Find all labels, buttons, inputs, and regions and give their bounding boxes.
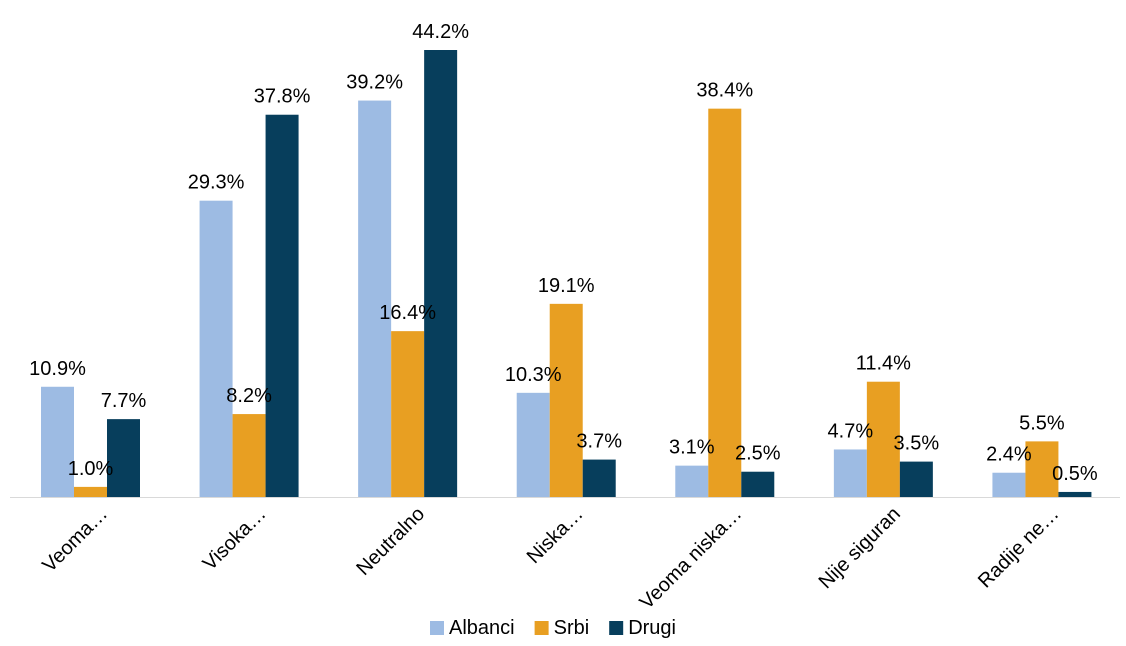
value-label-albanci-6: 2.4% xyxy=(986,444,1032,466)
value-label-srbi-2: 16.4% xyxy=(379,302,436,324)
bar-srbi-2 xyxy=(391,331,425,497)
value-label-drugi-6: 0.5% xyxy=(1052,463,1098,485)
value-label-albanci-3: 10.3% xyxy=(505,364,562,386)
bar-albanci-2 xyxy=(358,100,392,497)
bar-drugi-5 xyxy=(899,461,933,497)
category-label-0: Veoma… xyxy=(38,503,112,577)
value-label-drugi-3: 3.7% xyxy=(576,431,622,453)
category-label-5: Nije siguran xyxy=(815,503,905,593)
value-label-albanci-5: 4.7% xyxy=(828,420,874,442)
value-label-drugi-2: 44.2% xyxy=(412,21,469,43)
category-label-1: Visoka… xyxy=(199,503,271,575)
bar-srbi-1 xyxy=(232,414,266,497)
legend-label-srbi: Srbi xyxy=(554,617,590,639)
legend-swatch-drugi xyxy=(609,621,624,635)
legend: Albanci Srbi Drugi xyxy=(430,617,676,639)
legend-swatch-srbi xyxy=(534,621,549,635)
category-label-2: Neutralno xyxy=(352,503,429,580)
value-label-srbi-0: 1.0% xyxy=(68,458,114,480)
bar-srbi-4 xyxy=(708,108,742,498)
value-label-albanci-1: 29.3% xyxy=(188,172,245,194)
bar-drugi-0 xyxy=(107,419,140,497)
value-labels-layer: 10.9% 1.0% 7.7% 29.3% 8.2% 37.8% 39.2% 16.4% 44.… xyxy=(29,21,1098,485)
value-label-albanci-4: 3.1% xyxy=(669,437,715,459)
value-label-drugi-1: 37.8% xyxy=(254,86,311,108)
bar-srbi-3 xyxy=(549,303,583,497)
bar-albanci-1 xyxy=(199,200,233,497)
bar-drugi-2 xyxy=(424,50,458,497)
value-label-drugi-5: 3.5% xyxy=(894,433,940,455)
bar-srbi-0 xyxy=(74,486,107,497)
bar-albanci-4 xyxy=(675,465,709,497)
legend-label-drugi: Drugi xyxy=(628,617,676,639)
bar-albanci-6 xyxy=(992,472,1026,497)
legend-label-albanci: Albanci xyxy=(449,617,515,639)
bar-albanci-5 xyxy=(833,449,867,497)
bar-drugi-4 xyxy=(741,471,775,497)
bar-albanci-0 xyxy=(41,386,74,497)
value-label-drugi-0: 7.7% xyxy=(101,390,147,412)
bar-albanci-3 xyxy=(516,392,550,497)
value-label-srbi-3: 19.1% xyxy=(538,275,595,297)
value-label-srbi-1: 8.2% xyxy=(226,385,272,407)
bar-drugi-1 xyxy=(265,114,299,497)
bar-srbi-5 xyxy=(866,381,900,497)
category-label-4: Veoma niska… xyxy=(636,503,747,614)
value-label-srbi-6: 5.5% xyxy=(1019,412,1065,434)
bars-layer xyxy=(41,50,1092,498)
value-label-albanci-0: 10.9% xyxy=(29,358,86,380)
category-label-3: Niska… xyxy=(523,503,588,568)
category-label-6: Radije ne… xyxy=(974,503,1063,592)
bar-drugi-3 xyxy=(582,459,616,497)
value-label-drugi-4: 2.5% xyxy=(735,443,781,465)
category-labels-layer: Veoma… Visoka… Neutralno Niska… Veoma niska…… xyxy=(38,503,1063,614)
bar-srbi-6 xyxy=(1025,441,1059,497)
bar-drugi-6 xyxy=(1058,491,1092,497)
value-label-albanci-2: 39.2% xyxy=(346,72,403,94)
legend-swatch-albanci xyxy=(430,621,444,635)
value-label-srbi-4: 38.4% xyxy=(696,80,753,102)
value-label-srbi-5: 11.4% xyxy=(856,353,911,375)
